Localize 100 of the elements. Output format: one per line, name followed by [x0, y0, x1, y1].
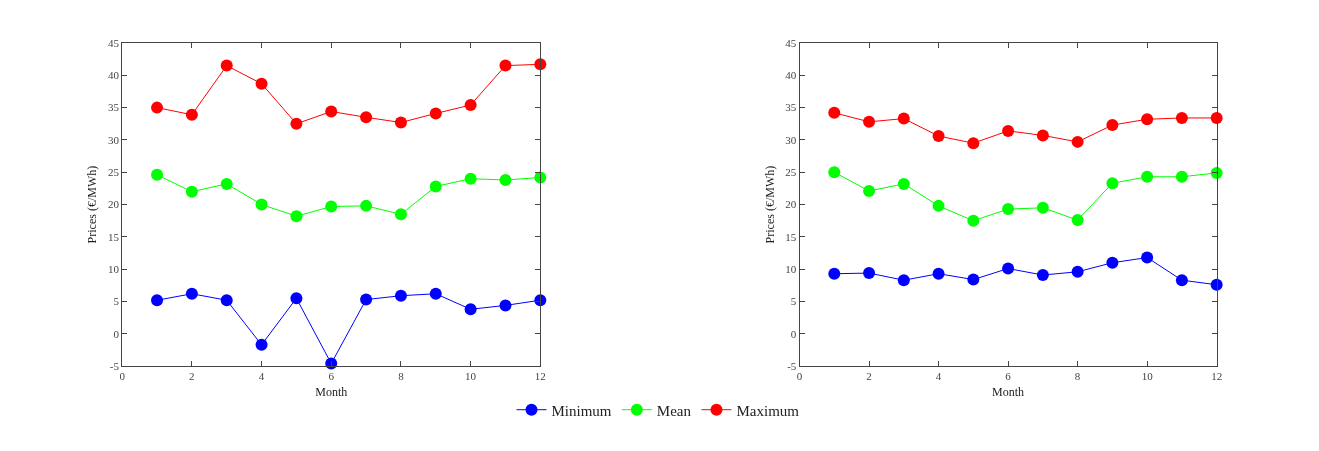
point	[932, 130, 945, 143]
point	[863, 185, 876, 197]
y-tick-label: 30	[107, 133, 120, 146]
point	[185, 185, 198, 198]
point	[464, 99, 477, 112]
point	[1071, 214, 1084, 227]
y-tick-label: 5	[113, 295, 120, 308]
point	[967, 137, 980, 150]
legend-label: Mean	[656, 402, 692, 419]
point	[1175, 170, 1188, 183]
point	[325, 105, 338, 118]
y-tick-label: -5	[787, 360, 797, 373]
point	[499, 299, 512, 312]
x-axis-title: Month	[992, 385, 1025, 400]
x-tick-label: 4	[935, 370, 942, 383]
point	[290, 210, 303, 223]
point	[1002, 124, 1015, 137]
point	[1106, 119, 1119, 132]
x-tick-label: 12	[1211, 370, 1223, 383]
point	[1106, 256, 1119, 269]
y-tick-label: 40	[785, 69, 797, 82]
x-tick-label: 8	[1074, 370, 1081, 383]
point	[932, 199, 945, 212]
legend-label: Maximum	[736, 402, 800, 419]
y-tick-label: 10	[107, 263, 120, 276]
point	[863, 267, 876, 280]
y-tick-label: 25	[107, 166, 120, 179]
point	[429, 180, 442, 193]
y-tick-label: 45	[107, 36, 120, 49]
point	[360, 111, 373, 124]
point	[1002, 262, 1015, 275]
point	[360, 293, 373, 306]
point	[1141, 113, 1154, 126]
y-tick-label: 40	[107, 69, 120, 82]
point	[325, 200, 338, 213]
point	[429, 287, 442, 300]
point	[1036, 269, 1049, 282]
x-tick-label: 6	[1005, 370, 1012, 383]
point	[220, 294, 233, 307]
point	[185, 287, 198, 300]
point	[897, 112, 910, 125]
point	[1002, 203, 1015, 216]
point	[863, 115, 876, 128]
x-tick-label: 8	[398, 370, 405, 383]
y-tick-label: 35	[785, 101, 797, 114]
point	[499, 174, 512, 186]
point	[932, 267, 945, 280]
point	[151, 101, 164, 114]
point	[255, 77, 268, 90]
point	[360, 199, 373, 212]
point	[1036, 201, 1049, 214]
point	[185, 108, 198, 121]
x-tick-label: 10	[1141, 370, 1154, 383]
point	[499, 59, 512, 72]
point	[394, 208, 407, 221]
point	[394, 289, 407, 302]
point	[897, 274, 910, 287]
point	[151, 294, 164, 307]
y-tick-label: 20	[107, 198, 120, 211]
point	[1175, 274, 1188, 287]
point	[290, 117, 303, 130]
point	[1141, 170, 1154, 183]
point	[1175, 111, 1188, 124]
y-tick-label: 20	[785, 198, 797, 211]
y-tick-label: 15	[785, 230, 797, 243]
point	[220, 177, 233, 190]
point	[255, 338, 268, 351]
x-tick-label: 10	[465, 370, 477, 383]
x-tick-label: 2	[189, 370, 195, 383]
y-tick-label: 35	[107, 101, 120, 114]
point	[967, 273, 980, 286]
x-tick-label: 2	[866, 370, 872, 383]
y-tick-label: 0	[790, 327, 797, 340]
point	[394, 116, 407, 129]
x-axis-title: Month	[315, 385, 348, 400]
y-axis-title: Prices (€/MWh)	[762, 165, 777, 244]
y-tick-label: 0	[113, 327, 120, 340]
point	[897, 177, 910, 190]
point	[255, 198, 268, 211]
x-tick-label: 12	[534, 370, 546, 383]
y-tick-label: -5	[109, 360, 120, 373]
point	[1071, 135, 1084, 148]
point	[464, 303, 477, 316]
y-tick-label: 5	[790, 295, 797, 308]
point	[1071, 265, 1084, 278]
point	[1141, 251, 1154, 264]
point	[1106, 177, 1119, 190]
x-tick-label: 6	[328, 370, 335, 383]
y-tick-label: 15	[107, 230, 120, 243]
point	[1036, 129, 1049, 142]
point	[220, 59, 233, 72]
y-tick-label: 45	[785, 36, 797, 49]
point	[967, 214, 980, 227]
point	[828, 106, 841, 119]
point	[151, 168, 164, 181]
legend-label: Minimum	[551, 402, 612, 419]
point	[429, 107, 442, 120]
y-tick-label: 25	[785, 166, 797, 179]
x-tick-label: 4	[258, 370, 265, 383]
point	[290, 292, 303, 305]
